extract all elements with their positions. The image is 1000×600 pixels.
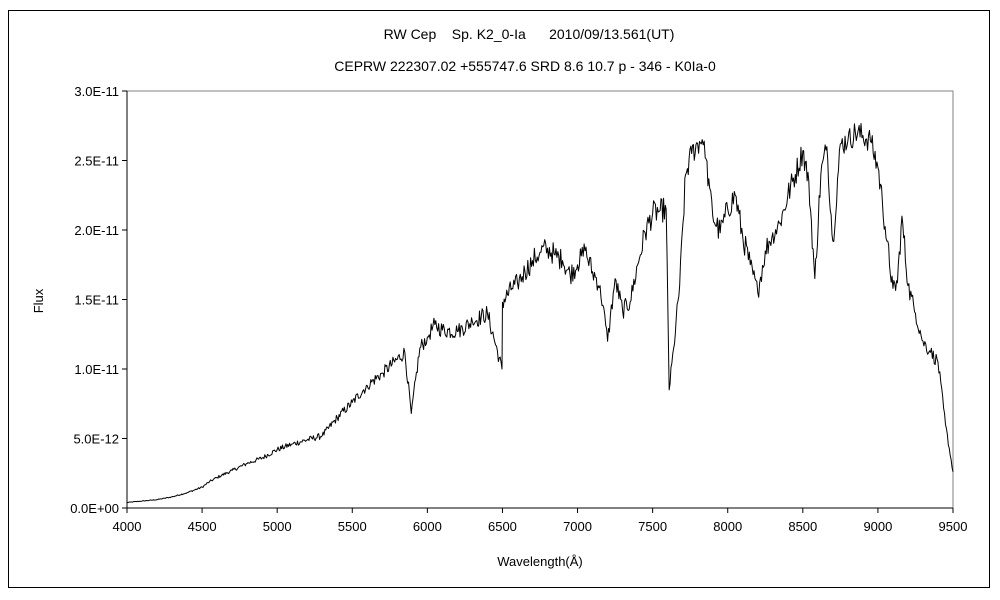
x-axis-label: Wavelength(Å): [497, 554, 583, 569]
x-tick-label: 8000: [713, 519, 742, 534]
y-tick-label: 1.0E-11: [74, 362, 119, 377]
x-tick-label: 8500: [788, 519, 817, 534]
x-tick-label: 9500: [939, 519, 968, 534]
y-tick-label: 2.0E-11: [74, 223, 119, 238]
y-tick-label: 5.0E-12: [73, 432, 119, 447]
y-axis: 0.0E+00 5.0E-12 1.0E-11 1.5E-11 2.0E-11 2.5E-…: [70, 84, 128, 516]
y-tick-label: 1.5E-11: [74, 293, 119, 308]
x-tick-label: 4000: [113, 519, 142, 534]
x-tick-label: 7000: [563, 519, 592, 534]
x-tick-label: 7500: [638, 519, 667, 534]
x-axis: 4000 4500 5000 5500 6000 6500 7000 7500 8000 8500…: [113, 507, 968, 534]
spectrum-chart: RW Cep Sp. K2_0-Ia 2010/09/13.561(UT) CE…: [31, 26, 968, 569]
x-tick-label: 4500: [188, 519, 217, 534]
x-tick-label: 6000: [413, 519, 442, 534]
series-layer: [126, 122, 954, 503]
spectrum-series-line: [126, 122, 954, 503]
y-tick-label: 2.5E-11: [74, 154, 119, 169]
x-tick-label: 9000: [863, 519, 892, 534]
chart-frame: RW Cep Sp. K2_0-Ia 2010/09/13.561(UT) CE…: [8, 10, 990, 588]
x-tick-label: 6500: [488, 519, 517, 534]
x-tick-label: 5000: [263, 519, 292, 534]
y-axis-label: Flux: [31, 288, 46, 313]
y-tick-label: 3.0E-11: [74, 84, 119, 99]
x-tick-label: 5500: [338, 519, 367, 534]
y-tick-label: 0.0E+00: [70, 501, 119, 516]
chart-subtitle: CEPRW 222307.02 +555747.6 SRD 8.6 10.7 p…: [334, 58, 716, 74]
plot-area: [126, 90, 954, 509]
chart-title: RW Cep Sp. K2_0-Ia 2010/09/13.561(UT): [384, 26, 675, 42]
